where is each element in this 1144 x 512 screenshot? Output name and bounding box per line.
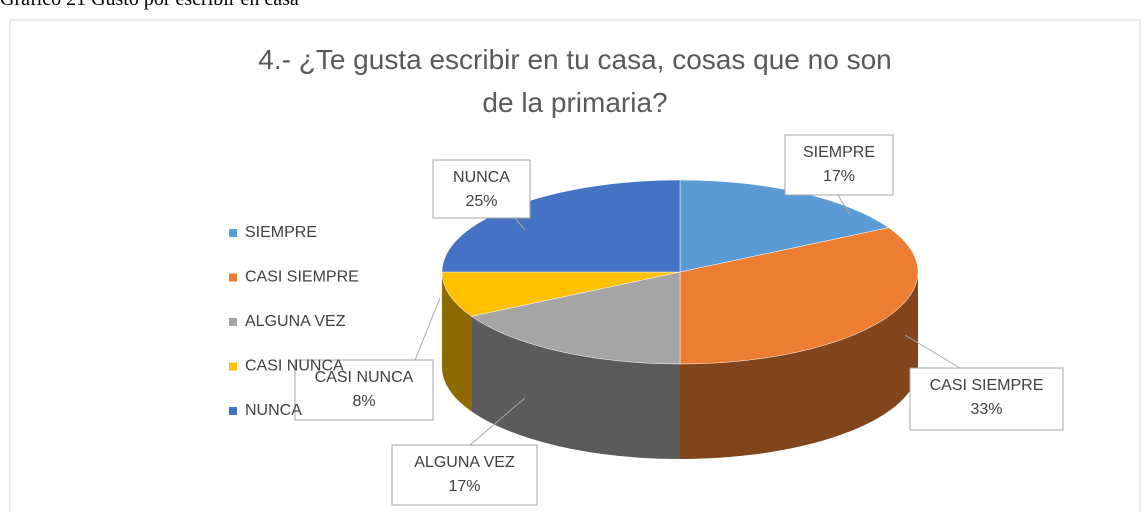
data-label: 25% — [465, 193, 497, 210]
legend-label: NUNCA — [245, 402, 302, 419]
leader-line — [514, 217, 526, 231]
leader-line — [469, 397, 526, 446]
slice — [441, 271, 681, 317]
legend-label: CASI SIEMPRE — [245, 269, 359, 286]
label-box — [432, 159, 531, 219]
data-label-name: SIEMPRE — [803, 144, 875, 161]
data-label-name: ALGUNA VEZ — [414, 454, 515, 471]
legend-swatch — [229, 362, 237, 371]
slice — [679, 227, 919, 365]
legend-swatch — [229, 318, 237, 326]
data-label-name: CASI SIEMPRE — [930, 377, 1044, 394]
data-label: 8% — [352, 393, 375, 410]
label-box — [391, 444, 538, 506]
legend-label: CASI NUNCA — [245, 358, 344, 375]
data-label: 33% — [970, 401, 1002, 418]
data-label: 17% — [448, 478, 480, 495]
leader-line — [904, 334, 961, 369]
legend-label: SIEMPRE — [245, 224, 317, 241]
data-label: 17% — [823, 168, 855, 185]
legend-swatch — [229, 273, 237, 282]
slice-side — [680, 272, 918, 459]
data-label-name: NUNCA — [453, 169, 510, 186]
legend-label: ALGUNA VEZ — [245, 313, 346, 330]
label-box — [294, 359, 434, 421]
slice-side — [442, 272, 472, 412]
legend-swatch — [229, 229, 237, 237]
leader-line — [414, 297, 441, 361]
slice — [470, 271, 681, 365]
slice-side — [471, 316, 680, 459]
chart-title: 4.- ¿Te gusta escribir en tu casa, cosas… — [258, 44, 892, 118]
label-box — [909, 367, 1064, 431]
legend-swatch — [229, 407, 237, 415]
label-box — [784, 134, 894, 196]
data-label-name: CASI NUNCA — [315, 369, 414, 386]
leader-line — [837, 194, 851, 216]
caption: Gráfico 21 Gusto por escribir en casa — [0, 0, 299, 11]
